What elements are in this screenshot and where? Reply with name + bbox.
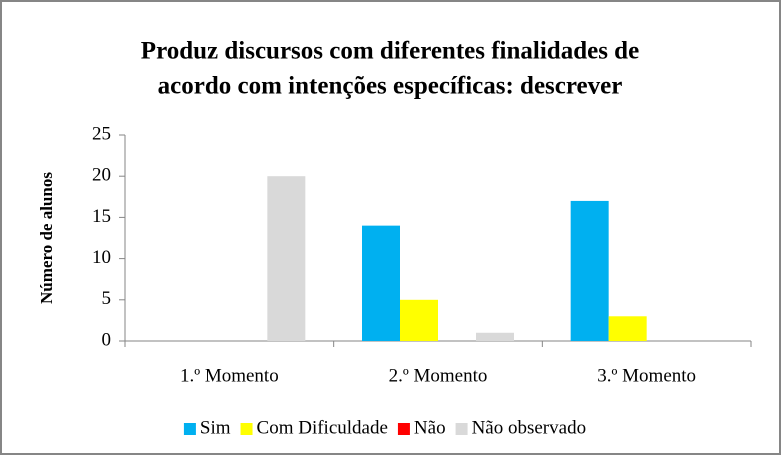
legend-label: Com Dificuldade: [257, 417, 388, 438]
y-tick-label: 5: [102, 288, 112, 309]
y-tick-label: 10: [92, 247, 111, 268]
legend-label: Não observado: [472, 417, 587, 438]
legend-swatch: [183, 423, 196, 435]
legend-label: Sim: [200, 417, 231, 438]
y-axis-label: Número de alunos: [37, 172, 56, 304]
bar: [570, 200, 609, 341]
x-tick-label: 2.º Momento: [389, 365, 488, 386]
legend-swatch: [397, 423, 410, 435]
bar: [400, 299, 438, 341]
chart-title: Produz discursos com diferentes finalida…: [141, 38, 639, 65]
y-tick-label: 20: [92, 165, 111, 186]
legend-swatch: [240, 423, 253, 435]
y-tick-label: 25: [92, 123, 111, 144]
x-tick-label: 1.º Momento: [180, 365, 279, 386]
legend-label: Não: [414, 417, 446, 438]
y-tick-label: 0: [102, 329, 112, 350]
bar: [476, 332, 514, 341]
bar: [608, 316, 647, 341]
y-tick-label: 15: [92, 206, 111, 227]
x-tick-label: 3.º Momento: [597, 365, 696, 386]
chart-title: acordo com intenções específicas: descre…: [158, 73, 623, 100]
bar: [362, 225, 400, 341]
legend-swatch: [455, 423, 468, 435]
bar: [267, 176, 306, 341]
